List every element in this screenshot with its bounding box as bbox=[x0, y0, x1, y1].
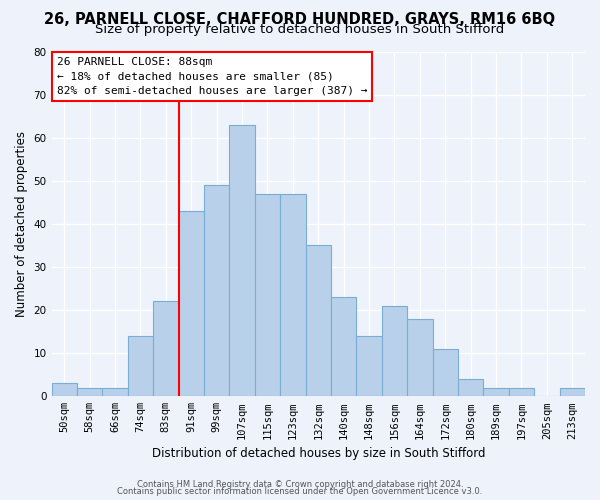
Bar bbox=[77, 388, 103, 396]
Bar bbox=[52, 384, 77, 396]
Bar bbox=[433, 349, 458, 397]
Bar bbox=[484, 388, 509, 396]
Bar bbox=[356, 336, 382, 396]
Bar bbox=[305, 246, 331, 396]
Bar bbox=[255, 194, 280, 396]
Bar bbox=[153, 302, 179, 396]
Y-axis label: Number of detached properties: Number of detached properties bbox=[15, 131, 28, 317]
Bar bbox=[509, 388, 534, 396]
Bar bbox=[229, 125, 255, 396]
Bar bbox=[382, 306, 407, 396]
Text: 26 PARNELL CLOSE: 88sqm
← 18% of detached houses are smaller (85)
82% of semi-de: 26 PARNELL CLOSE: 88sqm ← 18% of detache… bbox=[57, 56, 367, 96]
Text: 26, PARNELL CLOSE, CHAFFORD HUNDRED, GRAYS, RM16 6BQ: 26, PARNELL CLOSE, CHAFFORD HUNDRED, GRA… bbox=[44, 12, 556, 28]
Bar bbox=[331, 297, 356, 396]
Text: Size of property relative to detached houses in South Stifford: Size of property relative to detached ho… bbox=[95, 22, 505, 36]
Bar bbox=[179, 211, 204, 396]
Bar bbox=[204, 185, 229, 396]
Text: Contains HM Land Registry data © Crown copyright and database right 2024.: Contains HM Land Registry data © Crown c… bbox=[137, 480, 463, 489]
X-axis label: Distribution of detached houses by size in South Stifford: Distribution of detached houses by size … bbox=[152, 447, 485, 460]
Text: Contains public sector information licensed under the Open Government Licence v3: Contains public sector information licen… bbox=[118, 487, 482, 496]
Bar bbox=[128, 336, 153, 396]
Bar bbox=[458, 379, 484, 396]
Bar bbox=[280, 194, 305, 396]
Bar bbox=[407, 318, 433, 396]
Bar bbox=[560, 388, 585, 396]
Bar bbox=[103, 388, 128, 396]
